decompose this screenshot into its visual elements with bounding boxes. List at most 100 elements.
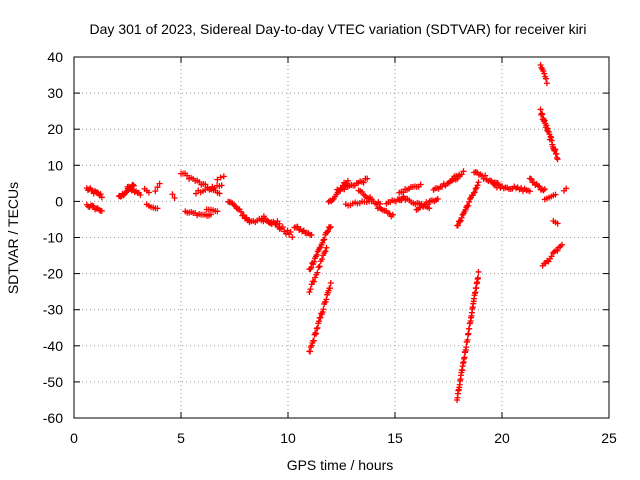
data-point bbox=[563, 185, 570, 192]
data-point bbox=[554, 156, 561, 163]
data-point bbox=[154, 205, 161, 212]
data-point bbox=[322, 248, 329, 255]
data-point bbox=[541, 186, 548, 193]
y-tick-label: -30 bbox=[43, 302, 63, 318]
data-point bbox=[137, 191, 144, 198]
data-point bbox=[323, 296, 330, 303]
data-point bbox=[98, 194, 105, 201]
data-point bbox=[310, 278, 317, 285]
data-point bbox=[518, 184, 525, 191]
data-point bbox=[214, 208, 221, 215]
data-point bbox=[306, 288, 313, 295]
data-point bbox=[426, 205, 433, 212]
data-point bbox=[313, 251, 320, 258]
data-point bbox=[312, 330, 319, 337]
data-point bbox=[289, 234, 296, 241]
y-tick-label: 30 bbox=[47, 85, 63, 101]
data-point bbox=[552, 191, 559, 198]
data-point bbox=[543, 75, 550, 82]
data-point bbox=[458, 214, 465, 221]
data-point bbox=[324, 229, 331, 236]
data-point bbox=[537, 62, 544, 69]
x-tick-label: 10 bbox=[280, 430, 296, 446]
x-tick-label: 25 bbox=[601, 430, 617, 446]
data-point bbox=[314, 324, 321, 331]
x-axis-label: GPS time / hours bbox=[287, 457, 394, 473]
data-point bbox=[329, 197, 336, 204]
y-tick-label: -60 bbox=[43, 410, 63, 426]
data-point bbox=[482, 172, 489, 179]
data-point bbox=[323, 244, 330, 251]
y-tick-label: 20 bbox=[47, 121, 63, 137]
data-point bbox=[310, 337, 317, 344]
data-point bbox=[539, 111, 546, 118]
data-point bbox=[218, 182, 225, 189]
data-points bbox=[83, 62, 570, 404]
data-point bbox=[454, 222, 461, 229]
data-point bbox=[389, 211, 396, 218]
data-point bbox=[315, 264, 322, 271]
data-point bbox=[400, 189, 407, 196]
data-point bbox=[307, 286, 314, 293]
data-point bbox=[320, 306, 327, 313]
data-point bbox=[320, 237, 327, 244]
data-point bbox=[457, 217, 464, 224]
y-tick-label: -40 bbox=[43, 338, 63, 354]
data-point bbox=[279, 224, 286, 231]
data-point bbox=[541, 70, 548, 77]
data-point bbox=[130, 181, 137, 188]
data-point bbox=[282, 230, 289, 237]
data-point bbox=[341, 186, 348, 193]
data-point bbox=[130, 182, 137, 189]
data-point bbox=[327, 280, 334, 287]
x-tick-label: 15 bbox=[387, 430, 403, 446]
data-point bbox=[326, 224, 333, 231]
data-point bbox=[312, 274, 319, 281]
data-point bbox=[461, 354, 468, 361]
data-point bbox=[152, 188, 159, 195]
data-point bbox=[424, 201, 431, 208]
data-point bbox=[536, 183, 543, 190]
data-point bbox=[237, 208, 244, 215]
data-point bbox=[327, 223, 334, 230]
data-point bbox=[308, 231, 315, 238]
data-point bbox=[344, 177, 351, 184]
data-point bbox=[465, 202, 472, 209]
y-tick-label: 40 bbox=[47, 49, 63, 65]
data-point bbox=[316, 245, 323, 252]
data-point bbox=[472, 185, 479, 192]
x-tick-label: 20 bbox=[494, 430, 510, 446]
data-point bbox=[94, 189, 101, 196]
data-point bbox=[528, 175, 535, 182]
data-point bbox=[537, 106, 544, 113]
data-point bbox=[434, 195, 441, 202]
data-point bbox=[314, 269, 321, 276]
data-point bbox=[313, 325, 320, 332]
data-point bbox=[145, 189, 152, 196]
data-point bbox=[548, 253, 555, 260]
y-tick-label: -10 bbox=[43, 230, 63, 246]
data-point bbox=[97, 191, 104, 198]
data-point bbox=[315, 318, 322, 325]
data-point bbox=[154, 184, 161, 191]
data-point bbox=[319, 309, 326, 316]
data-point bbox=[364, 175, 371, 182]
y-tick-label: 0 bbox=[55, 193, 63, 209]
data-point bbox=[192, 190, 199, 197]
y-axis-label: SDTVAR / TECUs bbox=[5, 182, 21, 294]
data-point bbox=[456, 218, 463, 225]
data-point bbox=[284, 227, 291, 234]
x-tick-label: 5 bbox=[177, 430, 185, 446]
data-point bbox=[156, 180, 163, 187]
data-point bbox=[216, 190, 223, 197]
data-point bbox=[360, 179, 367, 186]
data-point bbox=[169, 191, 176, 198]
data-point bbox=[317, 314, 324, 321]
data-point bbox=[464, 336, 471, 343]
data-point bbox=[307, 348, 314, 355]
y-tick-label: -20 bbox=[43, 266, 63, 282]
data-point bbox=[417, 181, 424, 188]
data-point bbox=[554, 247, 561, 254]
grid-lines bbox=[74, 57, 609, 418]
